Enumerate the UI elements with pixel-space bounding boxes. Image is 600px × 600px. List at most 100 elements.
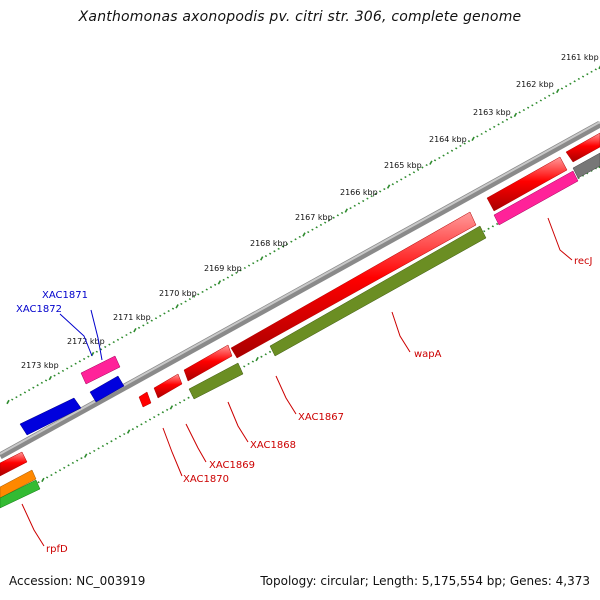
gene-xac1871[interactable] — [80, 355, 121, 385]
scale-tick-major — [302, 232, 306, 237]
scale-tick-minor — [144, 420, 147, 423]
gene-red-upper-right[interactable] — [486, 156, 568, 212]
scale-tick-minor — [527, 106, 530, 109]
gene-red-left-edge[interactable] — [0, 451, 28, 477]
scale-tick-major — [133, 328, 137, 333]
scale-tick-minor — [50, 473, 53, 477]
scale-tick-minor — [510, 116, 513, 119]
scale-tick-minor — [15, 396, 18, 399]
scale-tick-minor — [417, 168, 420, 171]
gene-recJ[interactable] — [493, 170, 579, 226]
scale-tick-minor — [131, 428, 134, 431]
scale-tick-major — [6, 399, 10, 405]
scale-tick-minor — [76, 459, 79, 462]
label-xac1867: XAC1867 — [298, 412, 344, 423]
scale-tick-minor — [483, 230, 486, 233]
scale-tick-minor — [522, 108, 525, 112]
scale-tick-minor — [421, 166, 424, 169]
scale-tick-minor — [188, 298, 191, 301]
scale-tick-minor — [281, 245, 284, 248]
scale-tick-minor — [581, 75, 585, 78]
scale-tick-minor — [106, 442, 109, 445]
scale-tick-minor — [336, 214, 339, 217]
scale-tick-minor — [104, 345, 107, 349]
scale-tick-minor — [370, 195, 373, 198]
scale-tick-minor — [560, 87, 564, 90]
scale-tick-minor — [174, 403, 177, 407]
scale-tick-minor — [366, 197, 369, 200]
scale-tick-minor — [543, 97, 547, 100]
scale-tick-minor — [252, 262, 255, 265]
scale-tick-minor — [67, 464, 70, 467]
scale-tick-minor — [180, 302, 183, 305]
scale-tick-minor — [157, 413, 160, 416]
scale-tick-minor — [163, 312, 166, 315]
label-wapA: wapA — [414, 349, 442, 360]
scale-track-upper — [6, 65, 600, 405]
gene-red-far-right[interactable] — [565, 132, 600, 163]
gene-gray-right[interactable] — [572, 152, 600, 179]
scale-tick-minor — [108, 343, 111, 346]
gene-red-mid[interactable] — [183, 344, 233, 382]
scale-tick-minor — [480, 132, 483, 136]
gene-blue-left[interactable] — [19, 397, 82, 436]
kbp-label-2173: 2173 kbp — [21, 361, 59, 370]
scale-tick-minor — [565, 85, 568, 88]
scale-tick-minor — [46, 476, 49, 479]
scale-tick-minor — [340, 211, 344, 215]
kbp-label-2166: 2166 kbp — [340, 188, 378, 197]
scale-tick-minor — [97, 447, 100, 450]
scale-tick-major — [513, 112, 518, 118]
scale-tick-minor — [197, 293, 200, 296]
kbp-label-2169: 2169 kbp — [204, 264, 242, 273]
scale-tick-major — [84, 453, 88, 458]
gene-wapA[interactable] — [269, 225, 487, 357]
scale-tick-minor — [154, 317, 158, 320]
scale-tick-minor — [315, 226, 318, 229]
gene-xac1872[interactable] — [89, 375, 125, 403]
gene-rpfD[interactable] — [0, 479, 41, 509]
scale-tick-minor — [328, 219, 331, 222]
kbp-label-2161: 2161 kbp — [561, 53, 599, 62]
kbp-label-2165: 2165 kbp — [384, 161, 422, 170]
scale-tick-minor — [264, 254, 268, 258]
label-xac1869: XAC1869 — [209, 460, 255, 471]
scale-tick-minor — [577, 77, 580, 81]
scale-tick-minor — [383, 187, 386, 191]
scale-tick-major — [126, 429, 131, 434]
gene-red-tiny[interactable] — [138, 391, 152, 408]
label-xac1870: XAC1870 — [183, 474, 229, 485]
scale-tick-minor — [357, 202, 361, 205]
scale-tick-minor — [148, 418, 152, 421]
gene-xac1868[interactable] — [188, 362, 244, 400]
scale-tick-minor — [167, 309, 170, 313]
scale-tick-minor — [484, 130, 487, 133]
gene-red-long[interactable] — [230, 211, 477, 359]
scale-tick-minor — [247, 362, 250, 366]
scale-tick-major — [556, 88, 560, 94]
scale-tick-minor — [467, 140, 471, 143]
scale-tick-major — [260, 256, 264, 261]
scale-tick-minor — [54, 471, 57, 474]
scale-tick-minor — [166, 408, 169, 411]
kbp-label-2170: 2170 kbp — [159, 289, 197, 298]
scale-tick-minor — [150, 319, 153, 322]
scale-tick-minor — [497, 123, 500, 126]
scale-tick-minor — [201, 290, 204, 294]
gene-orange-left[interactable] — [0, 469, 37, 499]
scale-tick-minor — [324, 221, 327, 224]
scale-tick-minor — [70, 365, 73, 368]
scale-tick-minor — [438, 156, 441, 160]
label-xac1872: XAC1872 — [16, 304, 62, 315]
scale-tick-minor — [36, 384, 39, 387]
callout-lines — [21, 217, 573, 547]
gene-labels: recJ wapA XAC1867 XAC1868 XAC1869 XAC187… — [16, 256, 593, 555]
scale-tick-minor — [125, 333, 128, 337]
scale-tick-minor — [40, 381, 43, 384]
scale-tick-minor — [32, 386, 35, 389]
scale-tick-minor — [136, 425, 139, 428]
scale-tick-minor — [285, 242, 289, 246]
gene-red-small[interactable] — [153, 373, 183, 399]
